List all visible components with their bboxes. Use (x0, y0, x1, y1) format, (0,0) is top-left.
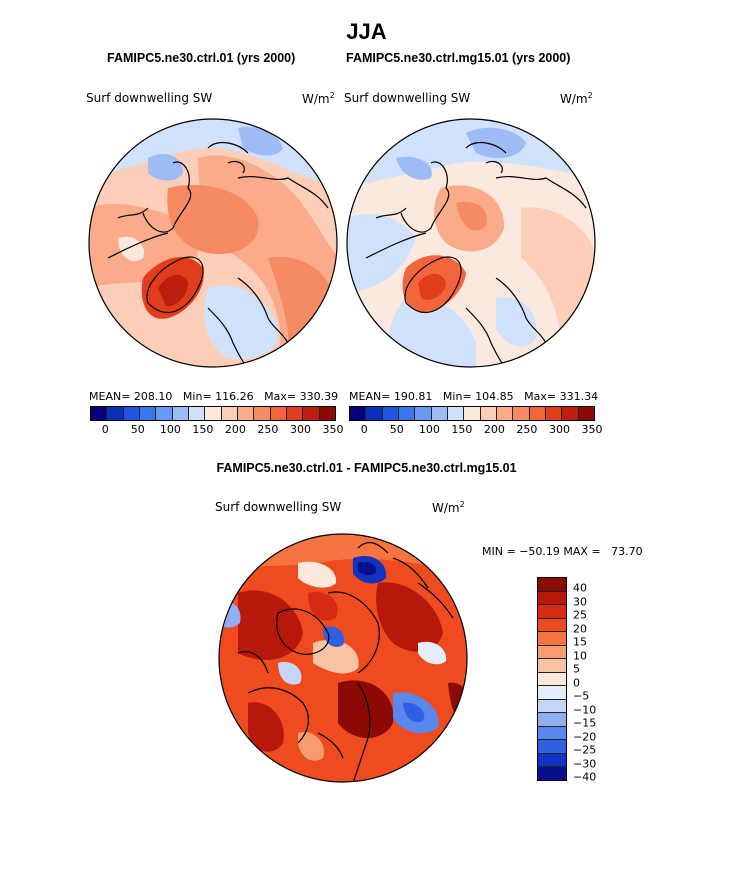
colorbar-swatch (431, 407, 448, 420)
right-units-label: W/m2 (560, 91, 593, 106)
colorbar-tick-label: 25 (573, 608, 587, 622)
colorbar-swatch (538, 753, 566, 768)
right-variable-label: Surf downwelling SW (344, 91, 471, 105)
right-stats: MEAN= 190.81 Min= 104.85 Max= 331.34 (349, 390, 599, 403)
colorbar-tick-label: 350 (322, 423, 344, 436)
colorbar-swatch (545, 407, 563, 420)
colorbar-tick-label: 100 (418, 423, 440, 436)
colorbar-tick-label: −15 (573, 716, 597, 730)
colorbar-swatch (172, 407, 189, 420)
right-colorbar (349, 406, 595, 421)
colorbar-swatch (538, 740, 566, 754)
colorbar-tick-label: 350 (581, 423, 603, 436)
colorbar-tick-label: 0 (360, 423, 368, 436)
colorbar-tick-label: 50 (389, 423, 404, 436)
colorbar-swatch (538, 645, 566, 660)
colorbar-swatch (538, 591, 566, 606)
colorbar-swatch (188, 407, 206, 420)
colorbar-swatch (538, 618, 566, 633)
colorbar-swatch (107, 407, 124, 420)
colorbar-swatch (538, 578, 566, 592)
colorbar-tick-label: 15 (573, 635, 587, 649)
colorbar-tick-label: 20 (573, 622, 587, 636)
colorbar-swatch (513, 407, 530, 420)
colorbar-swatch (529, 407, 546, 420)
colorbar-tick-label: −5 (573, 689, 590, 703)
colorbar-swatch (480, 407, 497, 420)
left-colorbar (90, 406, 336, 421)
colorbar-swatch (123, 407, 140, 420)
colorbar-tick-label: 150 (192, 423, 214, 436)
colorbar-swatch (538, 632, 566, 646)
colorbar-swatch (382, 407, 399, 420)
left-variable-label: Surf downwelling SW (86, 91, 213, 105)
colorbar-swatch (447, 407, 465, 420)
left-stats: MEAN= 208.10 Min= 116.26 Max= 330.39 (89, 390, 339, 403)
colorbar-swatch (538, 659, 566, 673)
colorbar-swatch (398, 407, 416, 420)
colorbar-swatch (139, 407, 157, 420)
colorbar-tick-label: 10 (573, 649, 587, 663)
colorbar-tick-label: −40 (573, 770, 597, 784)
colorbar-swatch (205, 407, 222, 420)
colorbar-swatch (270, 407, 287, 420)
colorbar-swatch (538, 686, 566, 700)
colorbar-tick-label: 200 (224, 423, 246, 436)
colorbar-tick-label: 300 (289, 423, 311, 436)
colorbar-tick-label: 250 (516, 423, 538, 436)
right-polar-map (346, 118, 596, 368)
colorbar-swatch (538, 672, 566, 687)
colorbar-tick-label: 200 (483, 423, 505, 436)
colorbar-swatch (156, 407, 173, 420)
diff-stats: MIN = −50.19 MAX = 73.70 (482, 545, 643, 558)
colorbar-swatch (286, 407, 304, 420)
colorbar-swatch (350, 407, 367, 420)
diff-units-label: W/m2 (432, 500, 465, 515)
colorbar-tick-label: 100 (159, 423, 181, 436)
colorbar-swatch (254, 407, 271, 420)
colorbar-swatch (319, 407, 335, 420)
colorbar-swatch (562, 407, 579, 420)
colorbar-swatch (496, 407, 514, 420)
colorbar-tick-label: 30 (573, 595, 587, 609)
diff-polar-map (218, 533, 468, 783)
colorbar-swatch (303, 407, 320, 420)
colorbar-tick-label: −20 (573, 730, 597, 744)
colorbar-swatch (464, 407, 481, 420)
colorbar-swatch (538, 726, 566, 741)
colorbar-tick-label: 300 (548, 423, 570, 436)
colorbar-swatch (237, 407, 255, 420)
colorbar-tick-label: −10 (573, 703, 597, 717)
colorbar-tick-label: 0 (101, 423, 109, 436)
left-units-label: W/m2 (302, 91, 335, 106)
colorbar-swatch (578, 407, 594, 420)
colorbar-tick-label: 50 (130, 423, 145, 436)
figure-title: JJA (346, 19, 387, 44)
colorbar-tick-label: −30 (573, 757, 597, 770)
colorbar-swatch (366, 407, 383, 420)
colorbar-tick-label: −25 (573, 743, 597, 757)
colorbar-swatch (538, 699, 566, 714)
colorbar-tick-label: 40 (573, 581, 587, 595)
colorbar-swatch (538, 605, 566, 619)
diff-variable-label: Surf downwelling SW (215, 500, 342, 514)
colorbar-swatch (91, 407, 108, 420)
colorbar-swatch (415, 407, 432, 420)
colorbar-tick-label: 150 (451, 423, 473, 436)
diff-panel-title: FAMIPC5.ne30.ctrl.01 - FAMIPC5.ne30.ctrl… (216, 461, 517, 475)
colorbar-tick-label: 250 (257, 423, 279, 436)
colorbar-tick-label: 5 (573, 662, 580, 676)
left-panel-title: FAMIPC5.ne30.ctrl.01 (yrs 2000) (107, 51, 296, 65)
diff-colorbar (537, 577, 567, 781)
colorbar-swatch (538, 713, 566, 727)
colorbar-swatch (538, 767, 566, 780)
left-polar-map (88, 118, 338, 368)
colorbar-tick-label: 0 (573, 676, 580, 690)
right-panel-title: FAMIPC5.ne30.ctrl.mg15.01 (yrs 2000) (346, 51, 571, 65)
colorbar-swatch (221, 407, 238, 420)
